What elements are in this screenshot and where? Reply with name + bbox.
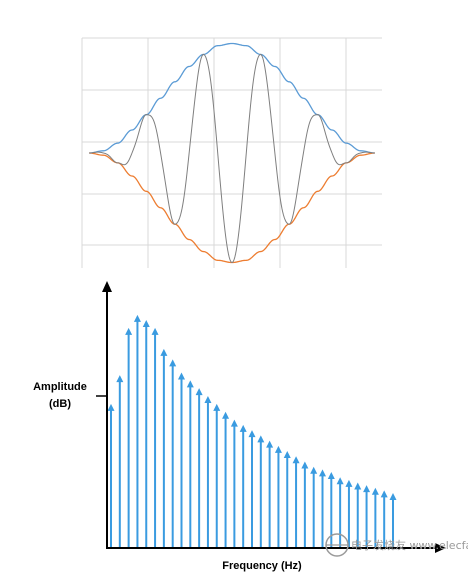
spectrum-bar-arrowhead [257, 435, 265, 443]
spectrum-bar-arrowhead [151, 327, 159, 335]
spectrum-bar [310, 466, 318, 548]
spectrum-bar-arrowhead [204, 396, 212, 404]
spectrum-bar-arrowhead [301, 461, 309, 469]
waveform-grid [81, 37, 382, 268]
spectrum-bar-arrowhead [230, 419, 238, 427]
spectrum-bar [195, 388, 203, 548]
spectrum-bar-arrowhead [371, 487, 379, 495]
spectrum-bar [345, 479, 353, 548]
spectrum-bar-arrowhead [160, 348, 168, 356]
spectrum-bar [142, 320, 150, 548]
spectrum-bar [107, 403, 115, 548]
spectrum-bar-arrowhead [178, 372, 185, 380]
spectrum-bar [116, 375, 124, 548]
spectrum-bar [363, 485, 371, 548]
spectrum-bar [266, 440, 274, 548]
spectrum-bar-arrowhead [336, 477, 344, 485]
spectrum-bar-arrowhead [363, 485, 371, 493]
y-axis-arrowhead [102, 281, 112, 292]
spectrum-bars [107, 314, 397, 548]
spectrum-bar [125, 327, 133, 548]
spectrum-bar [151, 327, 159, 548]
spectrum-bar [160, 348, 168, 548]
spectrum-bar-arrowhead [327, 472, 335, 480]
spectrum-bar-arrowhead [248, 430, 256, 438]
spectrum-bar-arrowhead [195, 388, 203, 396]
spectrum-bar [222, 411, 230, 548]
spectrum-bar [230, 419, 238, 548]
spectrum-bar [336, 477, 344, 548]
spectrum-bar [169, 359, 177, 548]
spectrum-bar-arrowhead [319, 469, 326, 477]
waveform-chart [81, 37, 382, 268]
spectrum-bar [283, 451, 291, 548]
watermark: 电子发烧友 www.elecfans.com [325, 533, 468, 557]
spectrum-bar [257, 435, 265, 548]
waveform-series [89, 42, 375, 264]
spectrum-bar [213, 403, 221, 548]
spectrum-bar [389, 492, 397, 548]
watermark-text: 电子发烧友 www.elecfans.com [351, 538, 468, 552]
spectrum-bar [133, 314, 141, 548]
x-axis-arrowhead [435, 543, 446, 553]
upper-envelope-line [89, 42, 375, 154]
spectrum-bar-arrowhead [142, 320, 150, 328]
spectrum-bar [274, 445, 282, 548]
spectrum-bar-arrowhead [107, 403, 115, 411]
spectrum-bar-arrowhead [354, 482, 362, 490]
spectrum-bar [371, 487, 379, 548]
spectrum-bar-arrowhead [345, 479, 353, 487]
x-axis-label: Frequency (Hz) [222, 560, 302, 572]
spectrum-bar [319, 469, 326, 548]
spectrum-bar [186, 380, 194, 548]
y-axis-label-line-1: Amplitude [33, 381, 87, 393]
y-axis-label-line-2: (dB) [49, 398, 71, 410]
spectrum-chart: Amplitude (dB) Frequency (Hz) [33, 281, 446, 572]
spectrum-bar [204, 396, 212, 548]
spectrum-bar-arrowhead [274, 445, 282, 453]
spectrum-bar-arrowhead [222, 411, 230, 419]
spectrum-bar-arrowhead [389, 492, 397, 500]
spectrum-bar-arrowhead [380, 490, 388, 498]
lower-envelope-line [89, 152, 375, 264]
spectrum-bar [380, 490, 388, 548]
spectrum-bar [301, 461, 309, 548]
spectrum-bar [354, 482, 362, 548]
spectrum-bar-arrowhead [310, 466, 318, 474]
spectrum-bar-arrowhead [116, 375, 124, 383]
spectrum-bar-arrowhead [125, 327, 133, 335]
spectrum-bar-arrowhead [169, 359, 177, 367]
spectrum-bar [178, 372, 185, 548]
spectrum-bar-arrowhead [186, 380, 194, 388]
spectrum-bar-arrowhead [283, 451, 291, 459]
modulated-signal-line [89, 53, 375, 264]
spectrum-bar-arrowhead [266, 440, 274, 448]
spectrum-bar-arrowhead [133, 314, 141, 322]
spectrum-bar [292, 456, 300, 548]
spectrum-bar-arrowhead [292, 456, 300, 464]
spectrum-bar-arrowhead [239, 424, 247, 432]
spectrum-bar [239, 424, 247, 548]
spectrum-bar [248, 430, 256, 548]
spectrum-bar-arrowhead [213, 403, 221, 411]
